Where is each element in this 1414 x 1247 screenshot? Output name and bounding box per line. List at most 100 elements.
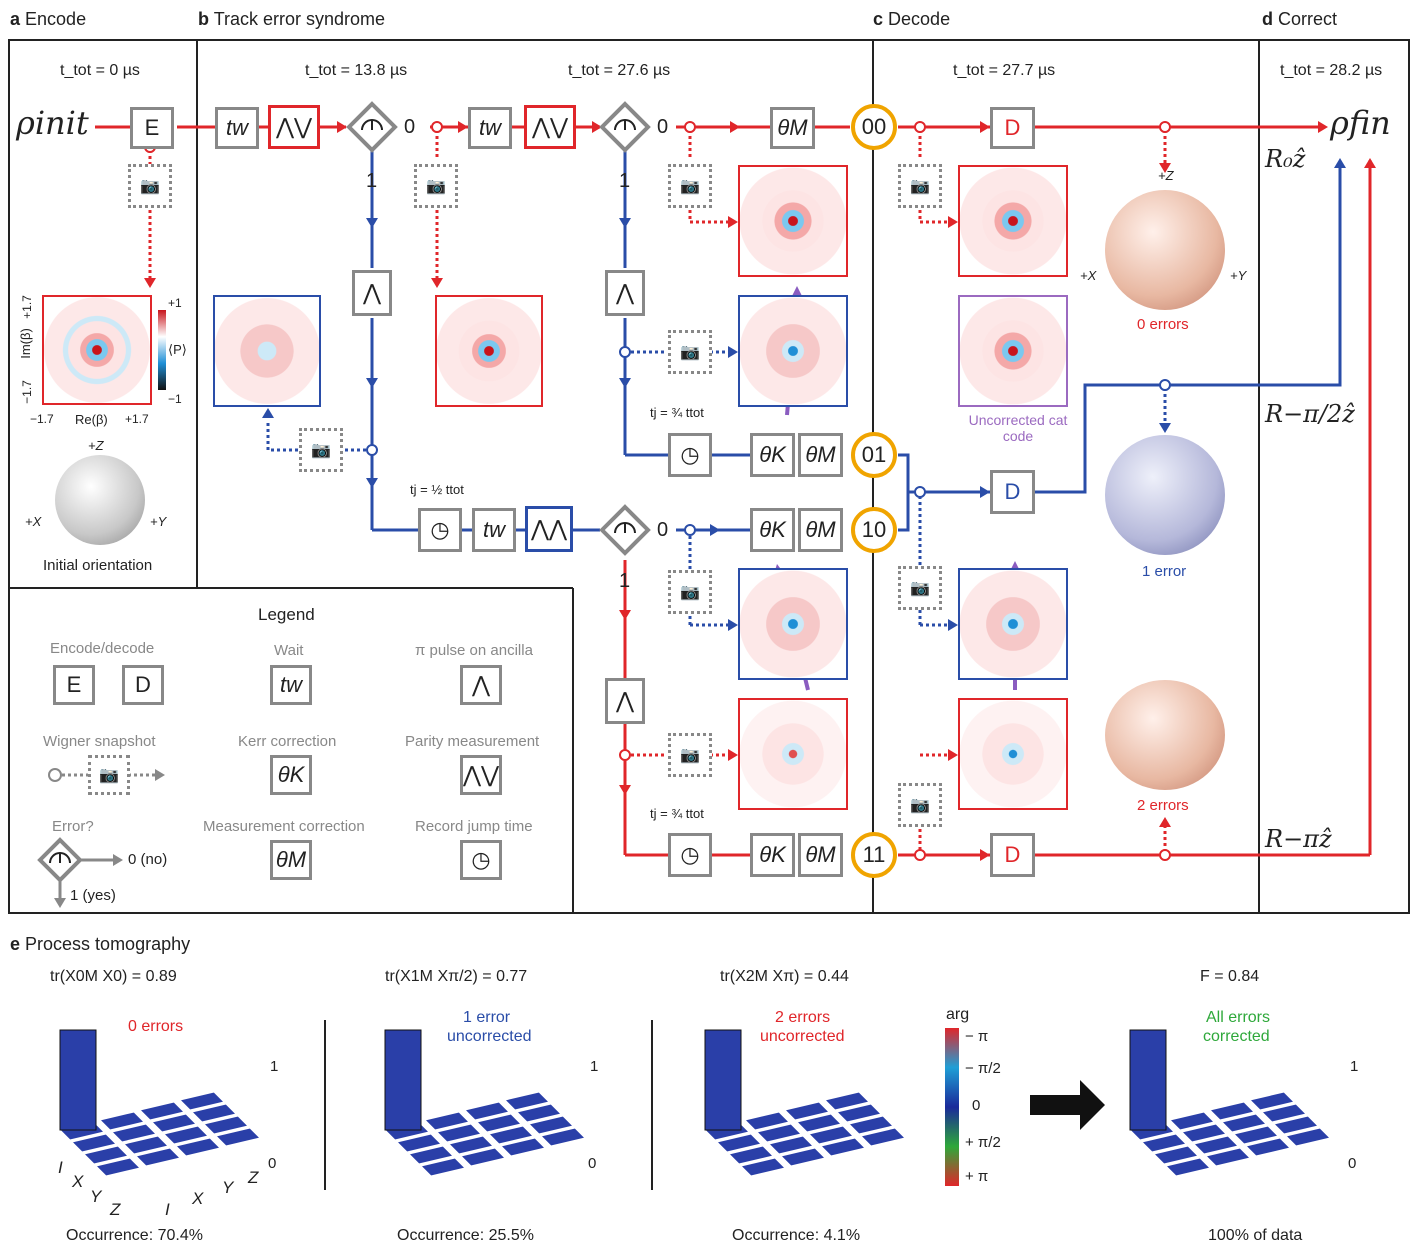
tomo-floor-cell xyxy=(215,1127,261,1147)
legend-meas-corr: Measurement correction xyxy=(203,818,365,835)
legend-wait-box: tw xyxy=(270,665,312,705)
wigner-b1 xyxy=(213,295,321,407)
tomo-bar-ii xyxy=(59,1029,97,1131)
rho-fin-label: ρfin xyxy=(1330,104,1391,142)
camera-icon: 📷 xyxy=(140,178,160,195)
wigner-b3 xyxy=(738,165,848,277)
tomo-floor-cell xyxy=(83,1145,129,1165)
tomo-floor-cell xyxy=(528,1115,574,1135)
branch-zero-3: 0 xyxy=(657,519,669,541)
theta-m-box-01: θM xyxy=(798,433,843,477)
clock-box-11: ◷ xyxy=(668,833,712,877)
pi-pulse-icon: ⋀ xyxy=(471,672,491,697)
basis-col-x: X xyxy=(192,1189,204,1208)
wigner-b5 xyxy=(738,568,848,680)
wigner-b6 xyxy=(738,698,848,810)
wait-box-2: tw xyxy=(468,107,512,149)
tomo-occurrence-3: 100% of data xyxy=(1208,1227,1303,1244)
tomo-label-1b: uncorrected xyxy=(447,1028,532,1045)
tomo-ztick-bottom-3: 0 xyxy=(1348,1155,1357,1172)
snapshot-encode: 📷 xyxy=(128,164,172,208)
tomo-floor-cell xyxy=(163,1125,209,1145)
jump-time-11: tj = ¾ ttot xyxy=(650,806,704,821)
tomo-floor-cell xyxy=(540,1127,586,1147)
arg-tick-0: − π xyxy=(965,1028,989,1045)
theta-k-box-11: θK xyxy=(750,833,795,877)
tomo-floor-cell xyxy=(744,1111,790,1131)
tomo-floor-cell xyxy=(1285,1127,1331,1147)
clock-box-01: ◷ xyxy=(668,433,712,477)
decode-box-11: D xyxy=(990,833,1035,877)
pi-pulse-icon: ⋀ xyxy=(615,280,635,305)
camera-icon: 📷 xyxy=(426,178,446,195)
tomo-floor-cell xyxy=(796,1113,842,1133)
parity-box-2: ⋀⋁ xyxy=(524,105,576,149)
label-0-errors: 0 errors xyxy=(1137,316,1189,333)
panel-b-header: b Track error syndrome xyxy=(198,9,386,29)
legend-pi-box: ⋀ xyxy=(460,665,502,705)
rotation-r0: R₀ẑ xyxy=(1265,145,1306,173)
snapshot-8: 📷 xyxy=(668,733,712,777)
wigner-encode xyxy=(42,295,152,405)
decode-box-01: D xyxy=(990,470,1035,514)
legend-theta-m-box: θM xyxy=(270,840,312,880)
legend-parity-box: ⋀⋁ xyxy=(460,755,502,795)
panel-a-header: a Encode xyxy=(10,9,87,29)
encode-xtick-min: −1.7 xyxy=(30,412,54,426)
arg-tick-3: + π/2 xyxy=(965,1134,1001,1151)
legend-pi-pulse: π pulse on ancilla xyxy=(415,642,533,659)
arg-title: arg xyxy=(946,1006,970,1023)
legend-wait: Wait xyxy=(274,642,304,659)
tomo-floor-cell xyxy=(1273,1115,1319,1135)
snapshot-2: 📷 xyxy=(668,164,712,208)
branch-zero-1: 0 xyxy=(404,116,416,138)
wait-box-1: tw xyxy=(215,107,259,149)
snapshot-4: 📷 xyxy=(668,330,712,374)
tomo-label-0: 0 errors xyxy=(128,1018,184,1035)
tomo-label-2b: uncorrected xyxy=(760,1028,845,1045)
basis-row-i: I xyxy=(58,1158,63,1177)
camera-icon: 📷 xyxy=(910,797,930,814)
parity-icon: ⋀⋀ xyxy=(530,516,568,541)
snapshot-3: 📷 xyxy=(898,164,942,208)
snapshot-6: 📷 xyxy=(668,570,712,614)
tomo-floor-cell xyxy=(756,1123,802,1143)
tomo-metric-1: tr(X1M Xπ/2) = 0.77 xyxy=(385,968,528,985)
sphere-1-error xyxy=(1105,435,1225,555)
camera-icon: 📷 xyxy=(680,747,700,764)
theta-k-box-10: θK xyxy=(750,508,795,552)
colorbar-label: ⟨P⟩ xyxy=(168,342,187,357)
decode-box-00: D xyxy=(990,107,1035,149)
tomo-label-3b: corrected xyxy=(1203,1028,1270,1045)
sphere-2-errors xyxy=(1105,680,1225,790)
tomo-floor-cell xyxy=(784,1101,830,1121)
legend-encode-decode: Encode/decode xyxy=(50,640,155,657)
rotation-r-pi: R−πẑ xyxy=(1265,825,1332,853)
tomo-floor-cell xyxy=(1169,1111,1215,1131)
camera-icon: 📷 xyxy=(311,442,331,459)
initial-axis-x: +X xyxy=(25,514,42,529)
tomo-metric-0: tr(X0M X0) = 0.89 xyxy=(50,968,177,985)
basis-col-y: Y xyxy=(222,1178,234,1197)
tomo-floor-cell xyxy=(780,1147,826,1167)
legend-clock-box: ◷ xyxy=(460,840,502,880)
tomo-floor-cell xyxy=(476,1113,522,1133)
tomo-floor-cell xyxy=(728,1145,774,1165)
tomo-floor-cell xyxy=(488,1125,534,1145)
camera-icon: 📷 xyxy=(910,580,930,597)
pi-pulse-icon: ⋀ xyxy=(615,688,635,713)
initial-sphere xyxy=(55,455,145,545)
pi-pulse-box-1: ⋀ xyxy=(352,270,392,316)
parity-icon: ⋀⋁ xyxy=(275,114,313,139)
theta-m-box-11: θM xyxy=(798,833,843,877)
tomo-label-1a: 1 error xyxy=(463,1009,511,1026)
tomo-floor-cell xyxy=(71,1133,117,1153)
clock-icon: ◷ xyxy=(430,517,450,542)
tomo-floor-cell xyxy=(424,1111,470,1131)
tomo-floor-cell xyxy=(1193,1135,1239,1155)
wigner-b4 xyxy=(738,295,848,407)
time-first-check: t_tot = 13.8 µs xyxy=(305,62,408,79)
wigner-b2 xyxy=(435,295,543,407)
pi-pulse-box-3: ⋀ xyxy=(605,678,645,724)
